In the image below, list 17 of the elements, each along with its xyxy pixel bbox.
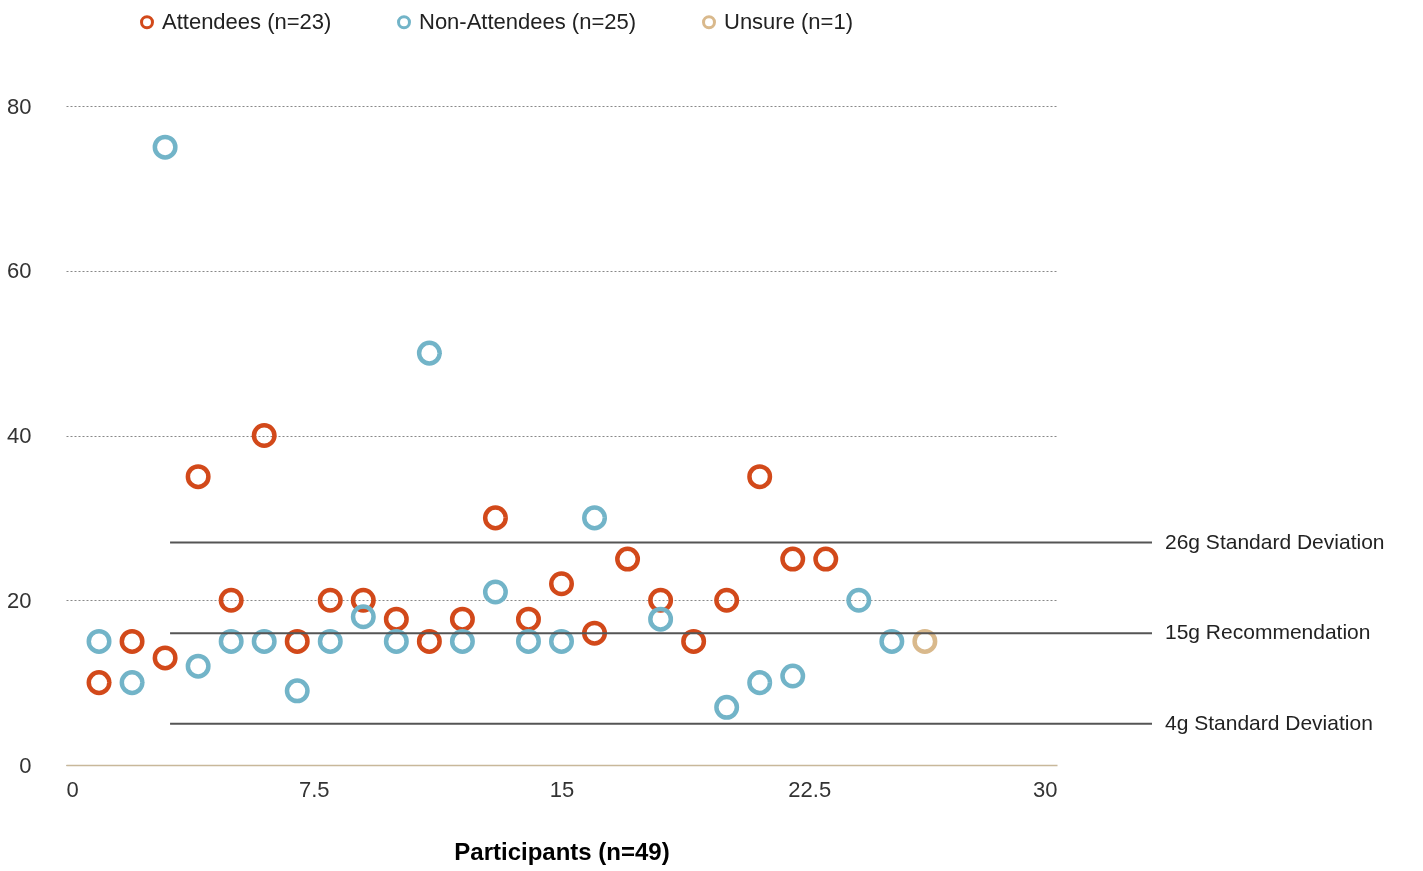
ref-line-label: 26g Standard Deviation <box>1165 529 1385 553</box>
x-tick-label: 15 <box>549 776 575 802</box>
y-tick-label: 0 <box>19 752 32 778</box>
x-tick-label: 0 <box>66 776 79 802</box>
y-tick-label: 40 <box>7 423 32 448</box>
legend-label: Non-Attendees (n=25) <box>419 9 637 35</box>
legend-label: Unsure (n=1) <box>724 9 854 35</box>
ref-line-label: 15g Recommendation <box>1165 620 1371 644</box>
y-tick-label: 80 <box>7 93 32 119</box>
y-tick-label: 20 <box>7 587 32 613</box>
y-tick-label: 60 <box>7 258 32 284</box>
legend-label: Attendees (n=23) <box>162 9 332 35</box>
x-axis-title: Participants (n=49) <box>454 837 670 865</box>
x-tick-label: 7.5 <box>298 776 330 802</box>
ref-line-label: 4g Standard Deviation <box>1165 710 1373 734</box>
x-tick-label: 22.5 <box>788 776 832 802</box>
x-tick-label: 30 <box>1033 776 1058 802</box>
